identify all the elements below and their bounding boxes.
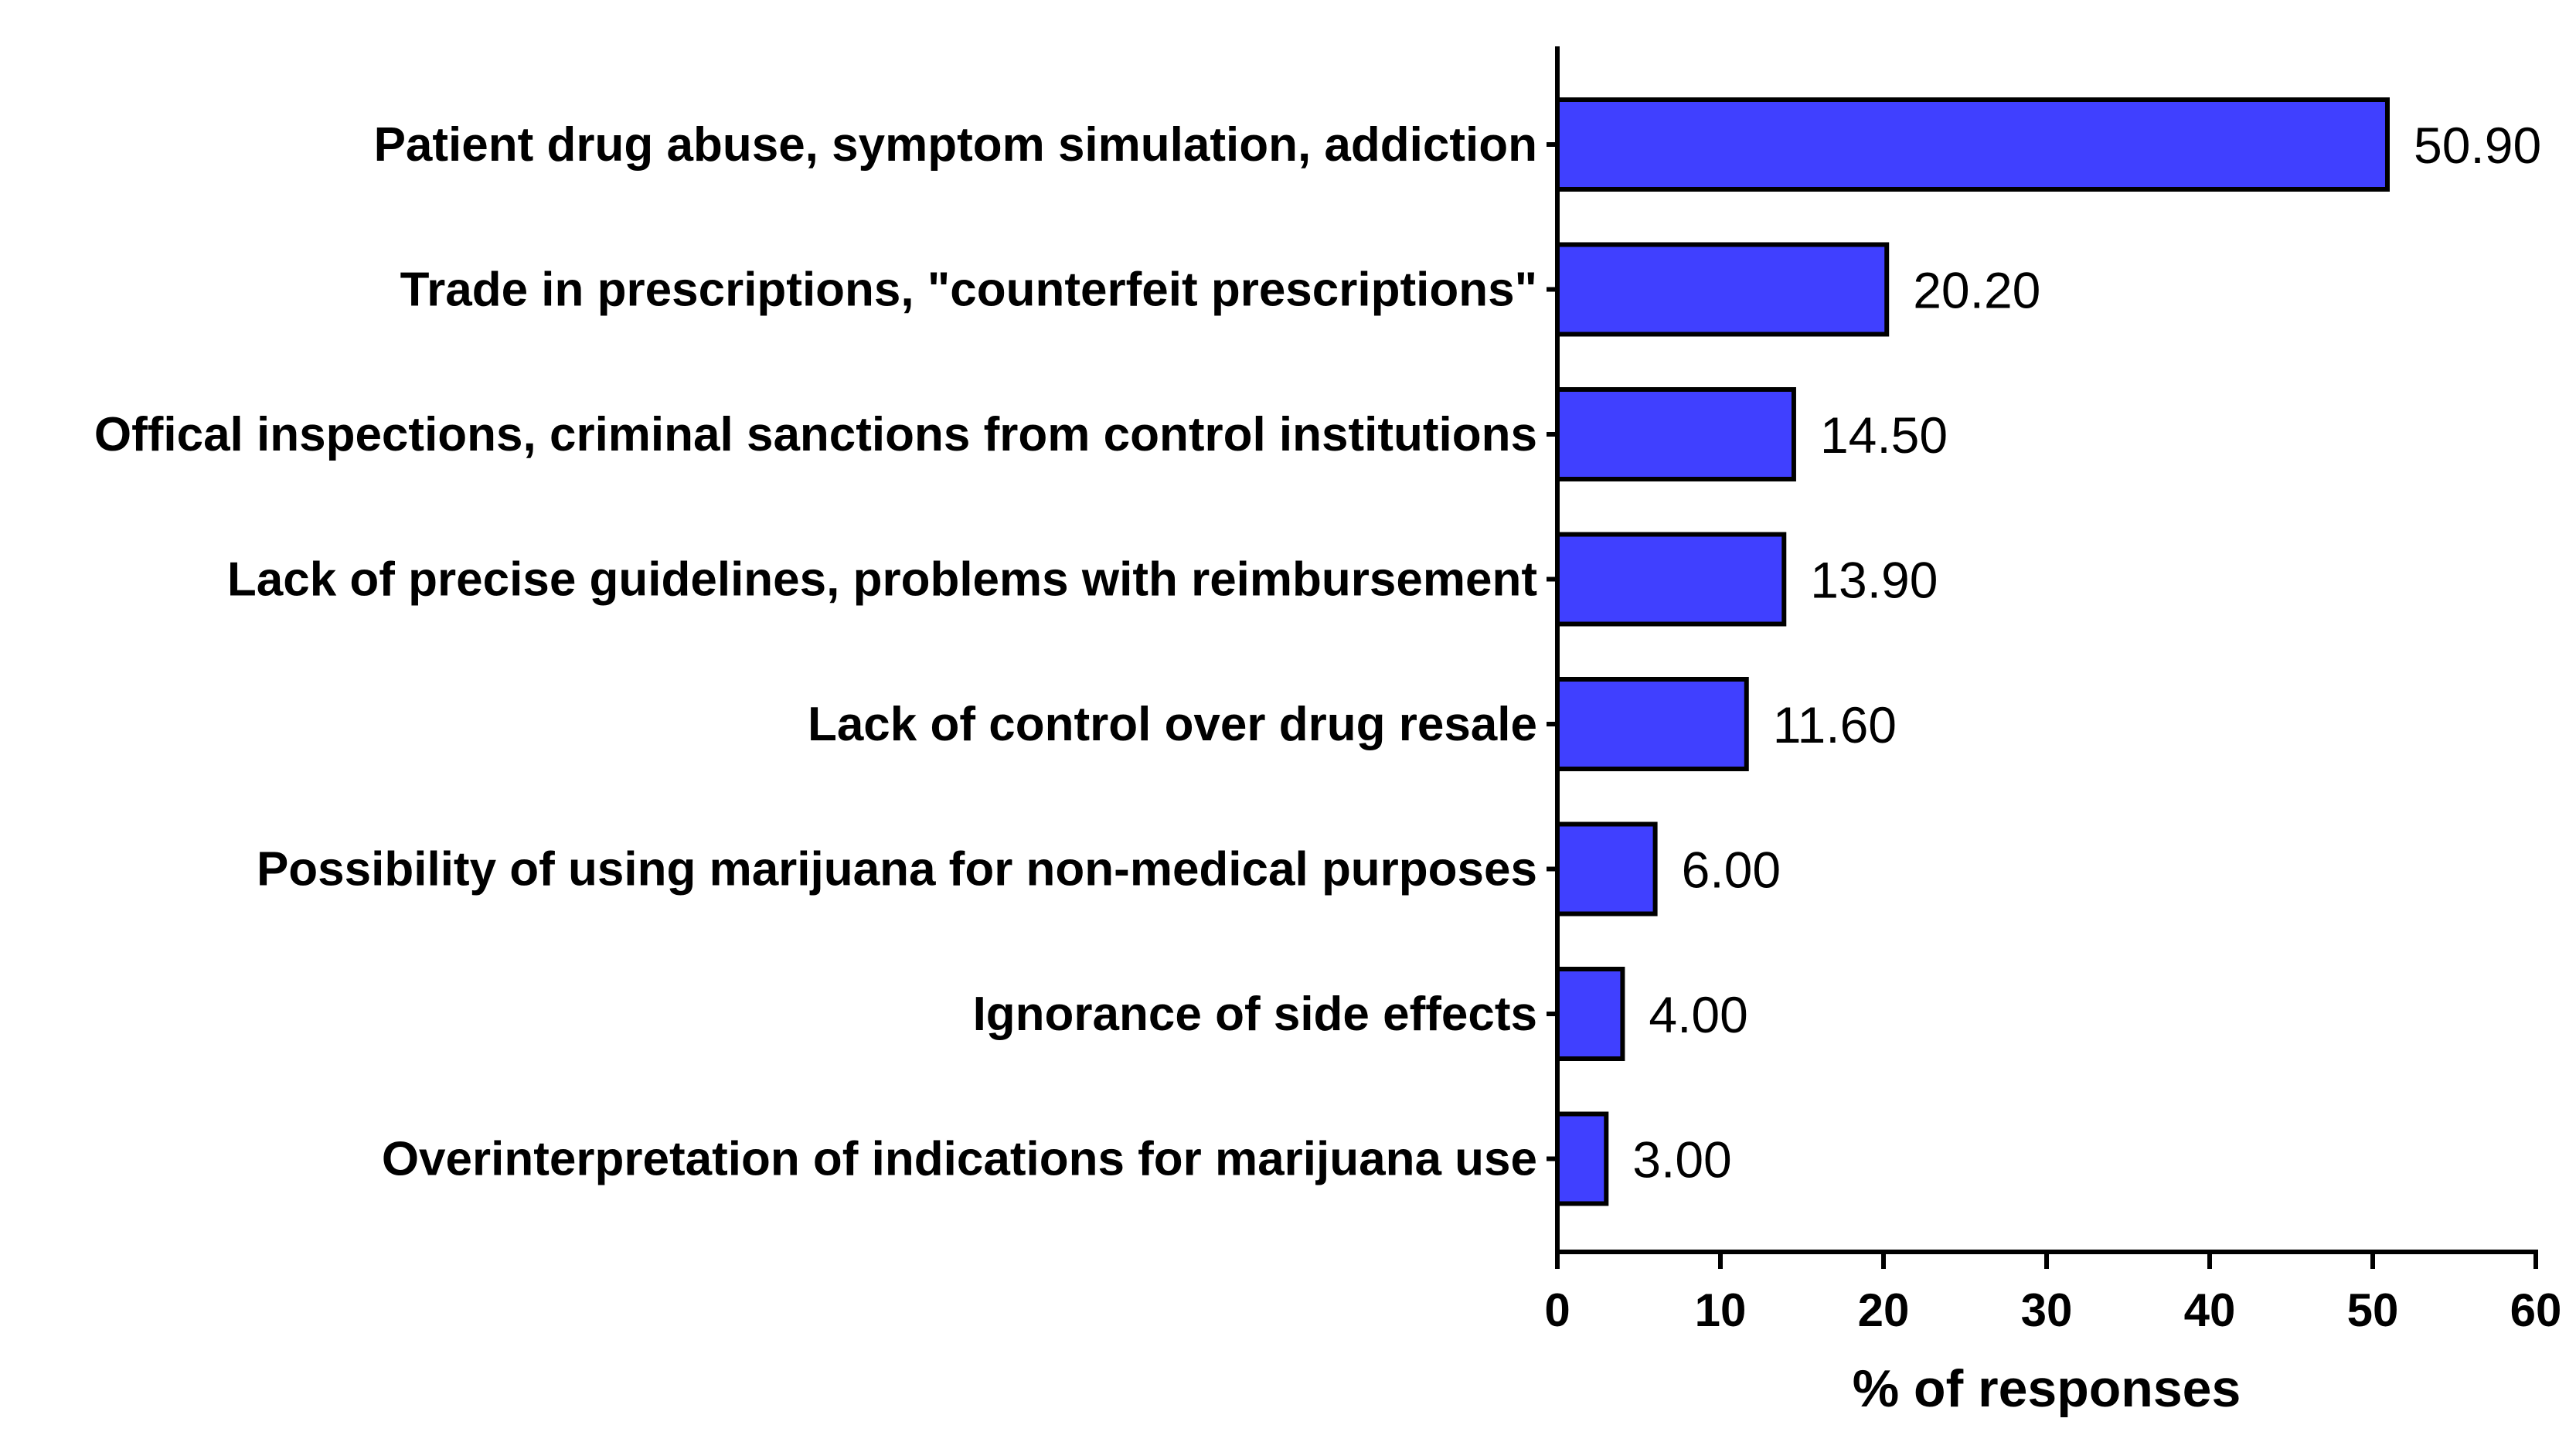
x-tick-label-5: 50 <box>2347 1284 2399 1336</box>
bar-7 <box>1555 1111 1609 1206</box>
x-tick-label-2: 20 <box>1858 1284 1910 1336</box>
category-label-5: Possibility of using marijuana for non-m… <box>257 843 1537 896</box>
x-tick-label-0: 0 <box>1544 1284 1570 1336</box>
category-label-6: Ignorance of side effects <box>973 988 1537 1041</box>
bar-1 <box>1555 242 1890 337</box>
value-label-0: 50.90 <box>2414 117 2541 174</box>
category-label-4: Lack of control over drug resale <box>808 698 1537 751</box>
axes: 0 10 20 30 40 50 60 <box>1544 46 2561 1336</box>
value-label-5: 6.00 <box>1682 842 1781 899</box>
x-tick-label-1: 10 <box>1695 1284 1747 1336</box>
value-label-3: 13.90 <box>1810 552 1938 609</box>
category-label-1: Trade in prescriptions, "counterfeit pre… <box>400 264 1537 317</box>
category-label-3: Lack of precise guidelines, problems wit… <box>227 553 1537 607</box>
x-tick-label-6: 60 <box>2510 1284 2562 1336</box>
category-label-0: Patient drug abuse, symptom simulation, … <box>374 118 1537 172</box>
value-label-7: 3.00 <box>1632 1131 1731 1189</box>
x-axis-title: % of responses <box>1853 1359 2241 1418</box>
x-tick-label-3: 30 <box>2021 1284 2073 1336</box>
bar-4 <box>1555 677 1749 771</box>
value-label-2: 14.50 <box>1820 406 1948 464</box>
x-tick-label-4: 40 <box>2184 1284 2236 1336</box>
bar-3 <box>1555 532 1787 627</box>
value-labels: 50.90 20.20 14.50 13.90 11.60 6.00 4.00 3.00 <box>1632 117 2541 1189</box>
value-label-4: 11.60 <box>1773 696 1897 753</box>
bar-0 <box>1555 97 2390 192</box>
category-label-7: Overinterpretation of indications for ma… <box>382 1133 1537 1186</box>
category-labels: Patient drug abuse, symptom simulation, … <box>94 118 1537 1186</box>
value-label-1: 20.20 <box>1913 262 2040 319</box>
value-label-6: 4.00 <box>1649 986 1747 1043</box>
category-label-2: Offical inspections, criminal sanctions … <box>94 408 1537 461</box>
bar-5 <box>1555 821 1658 917</box>
bars-layer <box>1555 97 2390 1206</box>
bar-2 <box>1555 387 1796 481</box>
bar-6 <box>1555 967 1625 1061</box>
